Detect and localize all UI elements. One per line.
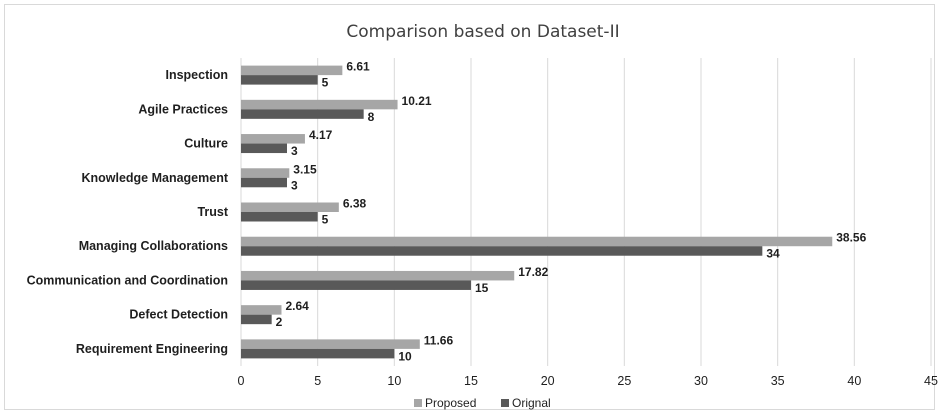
data-label-proposed-0: 6.61 <box>346 60 370 74</box>
data-label-proposed-4: 6.38 <box>343 197 367 211</box>
bar-orignal-3 <box>241 177 287 188</box>
x-tick-label-20: 20 <box>541 374 555 388</box>
x-tick-label-25: 25 <box>617 374 631 388</box>
bars <box>241 65 833 359</box>
x-tick-label-30: 30 <box>694 374 708 388</box>
data-label-proposed-7: 2.64 <box>285 299 309 313</box>
data-label-orignal-2: 3 <box>291 144 298 158</box>
bar-proposed-6 <box>241 270 515 281</box>
category-label: Communication and Coordination <box>27 273 228 287</box>
category-label: Culture <box>184 137 228 151</box>
x-tick-label-40: 40 <box>847 374 861 388</box>
bar-orignal-1 <box>241 109 364 119</box>
data-label-orignal-5: 34 <box>766 247 780 261</box>
data-label-orignal-6: 15 <box>475 281 489 295</box>
bar-orignal-0 <box>241 75 318 85</box>
bar-orignal-5 <box>241 246 763 256</box>
legend: Proposed Orignal <box>414 396 551 410</box>
legend-label-orignal: Orignal <box>512 396 551 410</box>
x-tick-label-0: 0 <box>238 374 245 388</box>
data-label-proposed-2: 4.17 <box>309 128 333 142</box>
bar-proposed-1 <box>241 99 398 110</box>
x-tick-label-15: 15 <box>464 374 478 388</box>
category-label: Trust <box>197 205 228 219</box>
data-label-proposed-3: 3.15 <box>293 162 317 176</box>
bar-orignal-4 <box>241 212 318 222</box>
bar-proposed-3 <box>241 168 290 178</box>
chart-title: Comparison based on Dataset-II <box>346 22 619 42</box>
data-label-orignal-7: 2 <box>276 315 283 329</box>
data-label-proposed-5: 38.56 <box>836 231 866 245</box>
data-label-orignal-3: 3 <box>291 178 298 192</box>
x-tick-label-35: 35 <box>771 374 785 388</box>
category-label: Requirement Engineering <box>76 342 228 356</box>
x-tick-label-45: 45 <box>924 374 938 388</box>
bar-orignal-7 <box>241 314 272 325</box>
bar-proposed-4 <box>241 202 339 212</box>
data-label-orignal-8: 10 <box>398 349 412 363</box>
bar-proposed-8 <box>241 339 420 349</box>
bar-orignal-2 <box>241 143 287 154</box>
legend-label-proposed: Proposed <box>425 396 476 410</box>
x-tick-label-10: 10 <box>387 374 401 388</box>
bar-proposed-0 <box>241 65 343 76</box>
data-label-proposed-1: 10.21 <box>402 94 432 108</box>
chart-area <box>4 4 935 410</box>
data-label-orignal-0: 5 <box>322 76 329 90</box>
bar-proposed-5 <box>241 236 833 247</box>
bar-orignal-6 <box>241 280 471 290</box>
x-tick-label-5: 5 <box>314 374 321 388</box>
category-label: Managing Collaborations <box>79 239 228 253</box>
bar-proposed-2 <box>241 134 305 144</box>
data-label-orignal-1: 8 <box>368 110 375 124</box>
category-label: Inspection <box>165 68 228 82</box>
data-label-orignal-4: 5 <box>322 213 329 227</box>
category-label: Knowledge Management <box>81 171 228 185</box>
category-label: Agile Practices <box>138 102 228 116</box>
legend-swatch-orignal <box>501 399 509 407</box>
bar-orignal-8 <box>241 348 395 359</box>
legend-swatch-proposed <box>414 399 422 407</box>
category-label: Defect Detection <box>129 308 228 322</box>
data-label-proposed-8: 11.66 <box>424 333 454 347</box>
data-label-proposed-6: 17.82 <box>518 265 548 279</box>
bar-proposed-7 <box>241 305 282 315</box>
